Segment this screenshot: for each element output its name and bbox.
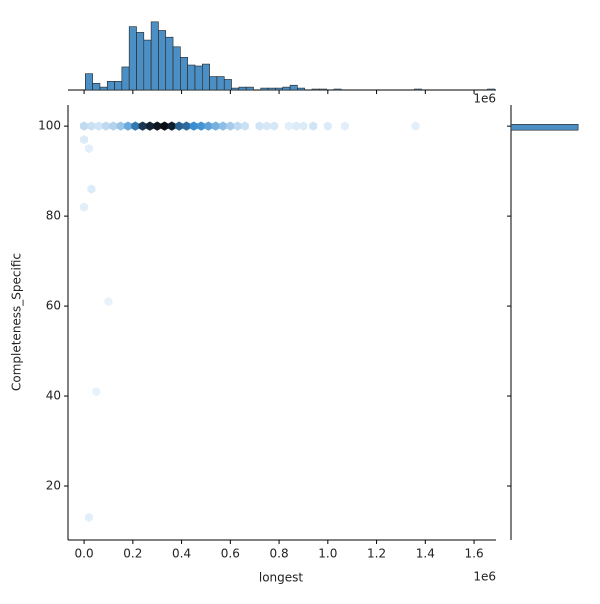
hex-cell bbox=[411, 121, 420, 131]
hist-bar bbox=[260, 87, 269, 91]
hist-bar bbox=[187, 64, 196, 91]
hist-bar bbox=[121, 66, 130, 91]
hist-bar bbox=[238, 86, 247, 91]
y-label: Completeness_Specific bbox=[10, 253, 24, 391]
hist-bar bbox=[245, 86, 254, 91]
hist-bar bbox=[297, 87, 305, 91]
hex-cell bbox=[175, 121, 184, 131]
hist-bar bbox=[158, 30, 167, 91]
hex-cell bbox=[211, 121, 220, 131]
hex-cell bbox=[167, 121, 176, 131]
hex-cell bbox=[87, 121, 96, 131]
y-tick-label: 40 bbox=[46, 389, 61, 403]
y-tick-label: 60 bbox=[46, 299, 61, 313]
hist-bar bbox=[414, 88, 422, 91]
hist-bar bbox=[333, 88, 342, 91]
x-tick-label: 1.6 bbox=[465, 547, 484, 561]
hex-cell bbox=[340, 121, 349, 131]
hex-cell bbox=[233, 121, 242, 131]
hex-cell bbox=[80, 121, 89, 131]
hex-cell bbox=[104, 297, 113, 307]
hist-bar bbox=[318, 88, 327, 91]
hex-cell bbox=[109, 121, 118, 131]
hex-cell bbox=[145, 121, 154, 131]
hex-cell bbox=[182, 121, 191, 131]
hist-bar bbox=[510, 124, 579, 131]
hist-bar bbox=[216, 76, 225, 91]
hex-cell bbox=[262, 121, 271, 131]
hex-cell bbox=[116, 121, 125, 131]
hex-cell bbox=[131, 121, 140, 131]
hist-bar bbox=[172, 46, 181, 91]
hex-cell bbox=[309, 121, 318, 131]
hist-bar bbox=[487, 88, 496, 91]
hist-bar bbox=[85, 73, 93, 91]
hist-bar bbox=[209, 76, 218, 91]
hex-cell bbox=[153, 121, 162, 131]
hist-bar bbox=[92, 82, 101, 91]
x-tick-label: 0.4 bbox=[172, 547, 191, 561]
hist-bar bbox=[128, 26, 137, 91]
x-tick-label: 1.4 bbox=[416, 547, 435, 561]
hist-bar bbox=[150, 21, 159, 91]
hist-bar bbox=[194, 65, 203, 91]
hex-cell bbox=[219, 121, 227, 131]
x-tick-label: 0.0 bbox=[75, 547, 94, 561]
hex-cell bbox=[94, 121, 103, 131]
hist-bar bbox=[114, 81, 123, 91]
y-tick-label: 20 bbox=[46, 479, 61, 493]
y-tick-label: 100 bbox=[38, 119, 61, 133]
hex-cell bbox=[85, 144, 93, 154]
hist-bar bbox=[136, 32, 145, 91]
x-offset: 1e6 bbox=[473, 570, 496, 584]
hist-bar bbox=[289, 84, 298, 91]
hex-cell bbox=[80, 135, 89, 145]
x-label: longest bbox=[259, 571, 304, 585]
hist-bar bbox=[99, 86, 108, 91]
hex-cell bbox=[255, 121, 264, 131]
hist-bar bbox=[231, 87, 240, 91]
hex-cell bbox=[299, 121, 308, 131]
hex-cell bbox=[292, 121, 301, 131]
hist-bar bbox=[275, 87, 284, 91]
hist-bar bbox=[143, 39, 152, 91]
y-tick-label: 80 bbox=[46, 209, 61, 223]
hist-bar bbox=[106, 81, 115, 91]
x-tick-label: 0.2 bbox=[123, 547, 142, 561]
hex-cell bbox=[226, 121, 235, 131]
hex-cell bbox=[284, 121, 293, 131]
hist-bar bbox=[267, 87, 276, 91]
hex-cell bbox=[87, 184, 96, 194]
hist-bar bbox=[311, 88, 320, 91]
hex-cell bbox=[197, 121, 206, 131]
hex-cell bbox=[92, 387, 101, 397]
hex-cell bbox=[102, 121, 110, 131]
hex-cell bbox=[241, 121, 249, 131]
hex-cell bbox=[160, 121, 169, 131]
hex-cell bbox=[204, 121, 213, 131]
x-tick-label: 0.6 bbox=[221, 547, 240, 561]
hist-bar bbox=[201, 63, 210, 91]
hist-bar bbox=[223, 79, 232, 91]
x-tick-label: 1.0 bbox=[318, 547, 337, 561]
hex-cell bbox=[189, 121, 198, 131]
hex-cell bbox=[270, 121, 279, 131]
hist-bar bbox=[180, 57, 188, 91]
hist-bar bbox=[282, 86, 291, 91]
hex-cell bbox=[138, 121, 147, 131]
hex-cell bbox=[323, 121, 332, 131]
top-offset: 1e6 bbox=[473, 92, 496, 106]
hist-bar bbox=[165, 36, 174, 91]
hex-cell bbox=[80, 202, 89, 212]
hex-cell bbox=[85, 512, 93, 523]
x-tick-label: 0.8 bbox=[270, 547, 289, 561]
hex-cell bbox=[124, 121, 132, 131]
x-tick-label: 1.2 bbox=[367, 547, 386, 561]
